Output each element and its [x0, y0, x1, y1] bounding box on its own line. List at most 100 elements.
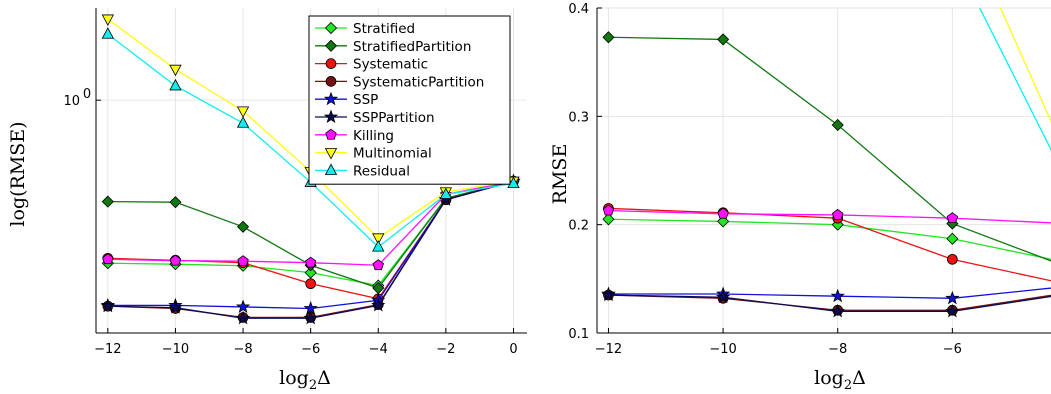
right-series-layer: [601, 8, 1051, 318]
series-line: [608, 36, 1051, 262]
data-point: [102, 253, 114, 265]
y-tick-label: 0.2: [568, 219, 589, 234]
x-tick-label: −12: [94, 342, 121, 357]
data-point: [946, 212, 959, 224]
data-point: [372, 259, 384, 271]
legend-label: Multinomial: [353, 146, 432, 162]
legend-label: Residual: [353, 163, 410, 179]
data-point: [305, 278, 317, 290]
data-point: [945, 303, 960, 318]
y-tick-label: 10: [63, 94, 80, 109]
x-tick-label: −8: [828, 342, 847, 357]
legend-marker: [323, 109, 339, 124]
x-tick-label: 0: [509, 342, 517, 357]
data-point: [168, 300, 183, 314]
legend: StratifiedStratifiedPartitionSystematicS…: [308, 15, 511, 185]
series-killing: [602, 204, 1051, 224]
data-point: [439, 187, 453, 199]
legend-item: Residual: [315, 163, 410, 179]
data-point: [831, 118, 844, 132]
x-tick-label: −8: [233, 342, 252, 357]
legend-item: SystematicPartition: [315, 74, 484, 90]
left-axes: −12 −10 −8 −6 −4 −2 010 0: [63, 8, 527, 357]
y-tick-label: 0.1: [568, 327, 589, 342]
right-y-axis-label: RMSE: [549, 144, 571, 205]
data-point: [372, 240, 385, 252]
data-point: [236, 220, 250, 233]
data-point: [169, 196, 182, 209]
series-multinomial: [999, 8, 1051, 124]
right-x-axis-label: log2Δ: [814, 367, 866, 393]
data-point: [236, 116, 250, 128]
series-line: [608, 218, 1051, 260]
data-point: [169, 78, 182, 91]
x-tick-label: −10: [709, 342, 736, 357]
legend-marker: [324, 148, 338, 160]
series-stratified: [602, 213, 1051, 260]
data-point: [235, 299, 251, 313]
legend-marker: [324, 39, 338, 52]
data-point: [945, 290, 960, 305]
right-chart: −12−10−8−6−40.10.20.30.4 RMSE log2Δ: [549, 2, 1051, 393]
legend-label: Stratified: [353, 21, 415, 37]
data-point: [372, 233, 385, 245]
x-tick-label: −6: [943, 342, 962, 357]
legend-marker: [324, 21, 338, 35]
legend-item: SSP: [315, 91, 378, 108]
legend-label: SSPPartition: [353, 110, 435, 126]
legend-label: Killing: [353, 128, 394, 144]
data-point: [830, 303, 845, 318]
series-ssp: [601, 286, 1051, 305]
legend-marker: [325, 58, 337, 69]
data-point: [169, 64, 182, 77]
data-point: [169, 254, 182, 266]
x-tick-label: −10: [162, 342, 189, 357]
data-point: [100, 298, 115, 313]
y-tick-label: 0.4: [568, 2, 589, 17]
data-point: [235, 310, 251, 325]
legend-label: StratifiedPartition: [353, 39, 471, 55]
y-tick-exponent: 0: [83, 87, 91, 102]
series-systematic: [603, 203, 1051, 282]
data-point: [101, 14, 115, 26]
legend-label: SystematicPartition: [353, 74, 484, 90]
x-tick-label: −6: [301, 342, 320, 357]
series-ssppartition: [601, 287, 1051, 318]
legend-item: Multinomial: [315, 146, 432, 162]
data-point: [830, 288, 845, 303]
series-systematicpartition: [603, 289, 1051, 316]
data-point: [507, 176, 520, 188]
data-point: [371, 297, 386, 312]
x-tick-label: −4: [369, 342, 388, 357]
data-point: [237, 255, 249, 267]
legend-item: Killing: [315, 128, 394, 144]
data-point: [101, 27, 115, 39]
data-point: [602, 213, 615, 226]
data-point: [601, 287, 616, 302]
legend-label: Systematic: [353, 57, 428, 73]
legend-item: Stratified: [315, 21, 415, 37]
data-point: [602, 204, 615, 216]
legend-label: SSP: [353, 92, 378, 108]
right-grid: [597, 7, 1051, 334]
legend-marker: [325, 76, 337, 87]
data-point: [947, 253, 958, 265]
legend-item: Systematic: [315, 57, 428, 73]
data-point: [715, 289, 731, 304]
legend-box: [308, 15, 511, 185]
data-point: [236, 106, 250, 118]
left-chart: −12 −10 −8 −6 −4 −2 010 0 StratifiedStratifiedP…: [7, 8, 527, 393]
series-line: [608, 209, 1051, 224]
data-point: [946, 232, 959, 245]
left-y-axis-label: log(RMSE): [7, 121, 29, 226]
right-axes: −12−10−8−6−40.10.20.30.4: [568, 2, 1051, 357]
legend-marker: [324, 163, 338, 175]
data-point: [717, 33, 730, 46]
data-point: [303, 310, 318, 325]
series-line: [999, 8, 1051, 124]
data-point: [304, 266, 317, 279]
data-point: [602, 31, 615, 44]
data-point: [717, 207, 729, 219]
left-x-axis-label: log2Δ: [279, 367, 331, 393]
